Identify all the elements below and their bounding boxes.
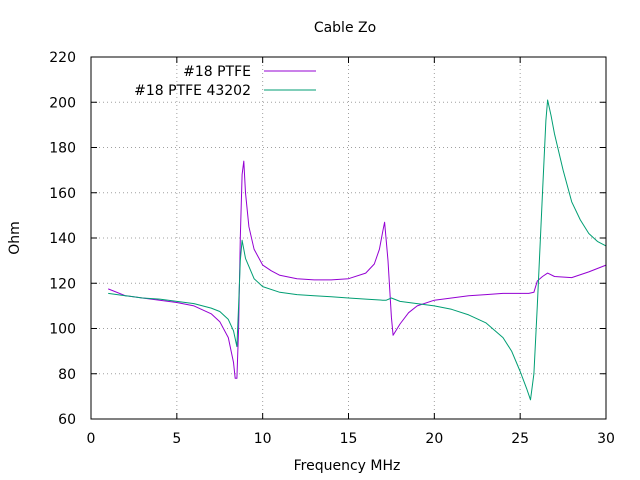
y-axis-label: Ohm (7, 221, 23, 255)
series-line (108, 160, 607, 379)
x-tick-label: 25 (511, 431, 529, 447)
series-lines (108, 99, 607, 401)
y-tick-label: 160 (49, 186, 76, 202)
y-tick-label: 120 (49, 276, 76, 292)
legend-entry: #18 PTFE 43202 (134, 83, 316, 99)
x-tick-label: 20 (425, 431, 443, 447)
legend-label: #18 PTFE (183, 64, 251, 80)
y-tick-label: 60 (58, 412, 76, 428)
y-tick-label: 180 (49, 141, 76, 157)
grid (91, 57, 606, 419)
x-tick-label: 10 (254, 431, 272, 447)
y-tick-label: 140 (49, 231, 76, 247)
y-tick-label: 220 (49, 50, 76, 66)
legend: #18 PTFE #18 PTFE 43202 (134, 64, 316, 99)
y-tick-label: 200 (49, 95, 76, 111)
x-tick-label: 30 (597, 431, 615, 447)
legend-entry: #18 PTFE (183, 64, 316, 80)
x-tick-label: 5 (172, 431, 181, 447)
chart-title: Cable Zo (314, 20, 376, 36)
tick-labels: 0 5 10 15 20 25 30 60 80 100 120 140 160 180 200 220 (49, 50, 615, 447)
legend-label: #18 PTFE 43202 (134, 83, 251, 99)
x-tick-label: 0 (87, 431, 96, 447)
y-tick-label: 80 (58, 367, 76, 383)
y-tick-label: 100 (49, 322, 76, 338)
x-tick-label: 15 (340, 431, 358, 447)
x-axis-label: Frequency MHz (294, 458, 401, 474)
plot-frame (90, 56, 607, 420)
series-line (108, 99, 607, 401)
